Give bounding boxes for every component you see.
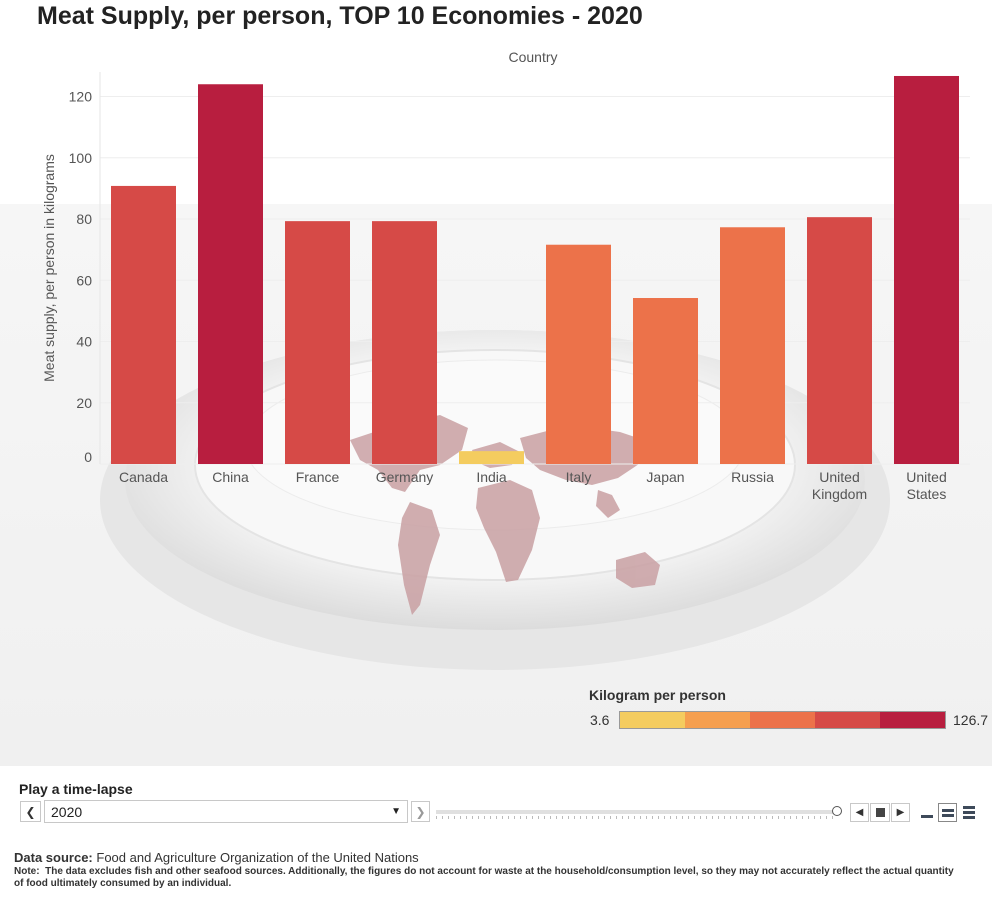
- x-category-label: United Kingdom: [812, 469, 867, 502]
- speed-fast-button[interactable]: [959, 803, 978, 822]
- data-source-label: Data source:: [14, 850, 93, 865]
- timeline-ticks: [436, 816, 838, 819]
- chevron-left-icon: ❮: [25, 804, 36, 819]
- year-select-value: 2020: [51, 803, 83, 820]
- stop-button[interactable]: [870, 803, 890, 822]
- legend-title: Kilogram per person: [589, 687, 726, 703]
- y-tick-label: 20: [76, 395, 92, 411]
- speed-medium-button[interactable]: [938, 803, 957, 822]
- color-legend: [619, 711, 946, 729]
- data-source-text: Food and Agriculture Organization of the…: [96, 850, 419, 865]
- legend-swatch: [815, 712, 880, 728]
- timeline-slider-track[interactable]: [436, 810, 838, 814]
- bar-india[interactable]: [459, 451, 524, 464]
- x-category-label: Japan: [646, 469, 684, 485]
- play-button[interactable]: ▶: [891, 803, 910, 822]
- y-tick-label: 0: [84, 449, 92, 465]
- note-label: Note:: [14, 866, 40, 877]
- next-year-button[interactable]: ❯: [411, 801, 430, 822]
- chart-area: 0 20 40 60 80 100 120 Canada China France Germany…: [0, 40, 992, 768]
- bar-united-kingdom[interactable]: [807, 217, 872, 464]
- bar-united-states[interactable]: [894, 75, 959, 464]
- page-title: Meat Supply, per person, TOP 10 Economie…: [37, 2, 643, 30]
- x-category-label: France: [296, 469, 340, 485]
- bar-china[interactable]: [198, 84, 263, 464]
- y-tick-label: 100: [69, 150, 93, 166]
- speed-medium-icon: [941, 808, 954, 817]
- y-tick-label: 120: [69, 89, 93, 105]
- bar-chart: 0 20 40 60 80 100 120 Canada China France Germany…: [0, 49, 992, 766]
- y-tick-label: 60: [76, 272, 92, 288]
- x-category-label: China: [212, 469, 249, 485]
- stop-icon: [875, 808, 885, 817]
- bar-italy[interactable]: [546, 244, 611, 464]
- step-back-button[interactable]: ◀: [850, 803, 869, 822]
- bar-russia[interactable]: [720, 227, 785, 464]
- x-axis-title: Country: [508, 49, 557, 65]
- year-select[interactable]: 2020 ▼: [44, 800, 408, 823]
- x-category-label: Italy: [566, 469, 592, 485]
- legend-swatch: [620, 712, 685, 728]
- y-axis-ticks: 0 20 40 60 80 100 120: [69, 89, 93, 466]
- data-source: Data source: Food and Agriculture Organi…: [14, 850, 419, 865]
- legend-swatch: [880, 712, 945, 728]
- triangle-right-icon: ▶: [896, 807, 905, 818]
- note: Note: The data excludes fish and other s…: [14, 866, 964, 890]
- note-text: The data excludes fish and other seafood…: [14, 866, 954, 889]
- legend-swatch: [750, 712, 815, 728]
- x-category-label: Canada: [119, 469, 168, 485]
- timelapse-label: Play a time-lapse: [19, 781, 133, 797]
- x-category-label: United States: [906, 469, 946, 502]
- legend-swatch: [685, 712, 750, 728]
- bar-canada[interactable]: [111, 185, 176, 465]
- triangle-left-icon: ◀: [855, 807, 864, 818]
- x-category-label: India: [476, 469, 507, 485]
- legend-min-label: 3.6: [590, 712, 610, 728]
- bar-france[interactable]: [285, 221, 350, 464]
- chevron-right-icon: ❯: [415, 804, 426, 819]
- y-axis-title: Meat supply, per person in kilograms: [41, 154, 57, 382]
- bar-japan[interactable]: [633, 298, 698, 464]
- x-category-label: Russia: [731, 469, 774, 485]
- speed-slow-icon: [921, 815, 933, 818]
- speed-slow-button[interactable]: [918, 803, 936, 822]
- speed-fast-icon: [962, 806, 975, 819]
- bars: [111, 75, 959, 465]
- x-category-label: Germany: [376, 469, 434, 485]
- y-tick-label: 80: [76, 211, 92, 227]
- legend-max-label: 126.7: [953, 712, 989, 728]
- bar-germany[interactable]: [372, 221, 437, 464]
- x-axis-categories: Canada China France Germany India Italy Japan R…: [119, 469, 947, 502]
- y-tick-label: 40: [76, 334, 92, 350]
- previous-year-button[interactable]: ❮: [20, 801, 41, 822]
- timeline-slider-handle[interactable]: [832, 806, 842, 816]
- caret-down-icon: ▼: [391, 806, 401, 817]
